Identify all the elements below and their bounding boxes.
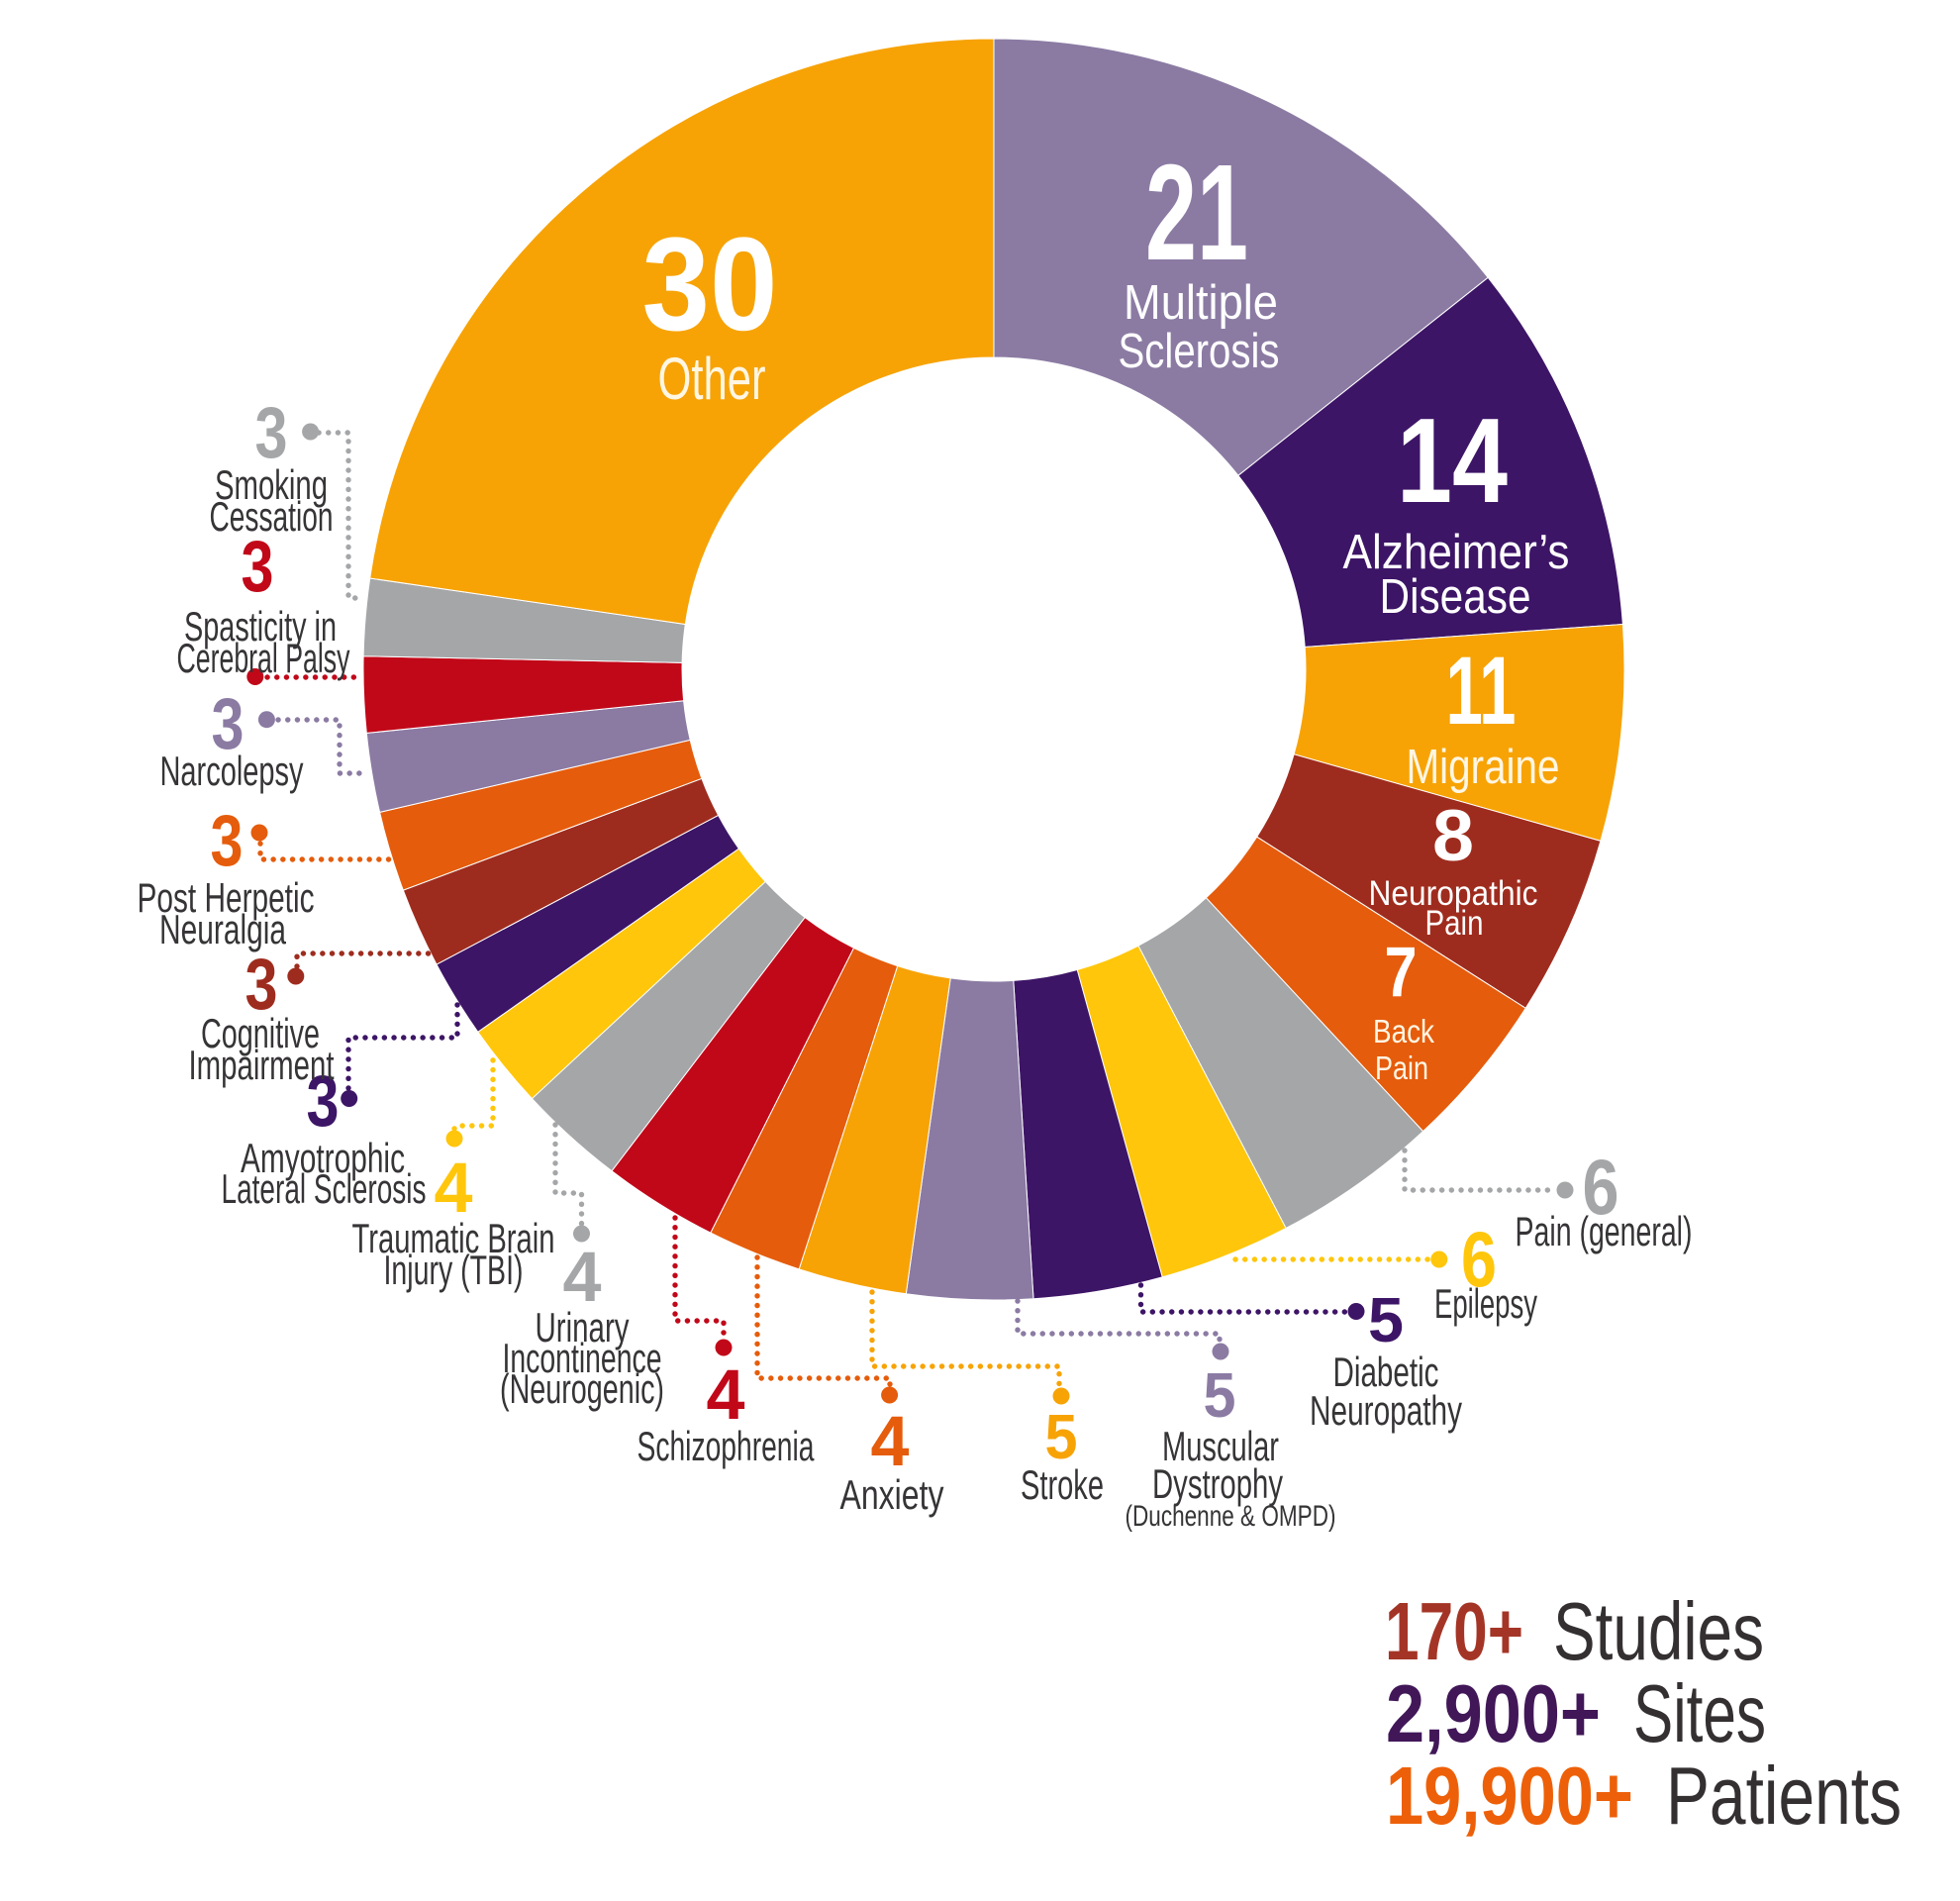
- svg-text:4: 4: [563, 1239, 602, 1317]
- svg-text:21: 21: [1145, 137, 1248, 289]
- svg-text:19,900+: 19,900+: [1386, 1750, 1633, 1842]
- svg-text:Back: Back: [1373, 1013, 1434, 1050]
- svg-text:3: 3: [245, 945, 278, 1025]
- svg-text:Neuropathic: Neuropathic: [1369, 874, 1538, 913]
- svg-text:6: 6: [1461, 1215, 1497, 1303]
- svg-text:Migraine: Migraine: [1407, 741, 1560, 794]
- svg-text:Amyotrophic: Amyotrophic: [241, 1135, 405, 1181]
- svg-text:30: 30: [642, 211, 778, 358]
- svg-text:Narcolepsy: Narcolepsy: [160, 748, 304, 794]
- svg-text:Anxiety: Anxiety: [840, 1471, 944, 1518]
- svg-text:Urinary: Urinary: [536, 1304, 630, 1351]
- svg-text:Stroke: Stroke: [1021, 1461, 1104, 1508]
- svg-text:Diabetic: Diabetic: [1333, 1349, 1439, 1395]
- svg-text:Sites: Sites: [1633, 1667, 1766, 1759]
- svg-text:Cognitive: Cognitive: [201, 1010, 320, 1056]
- svg-text:Injury (TBI): Injury (TBI): [384, 1247, 524, 1293]
- svg-text:4: 4: [871, 1403, 910, 1481]
- svg-text:Spasticity in: Spasticity in: [184, 603, 337, 650]
- svg-text:Multiple: Multiple: [1124, 276, 1278, 330]
- svg-text:6: 6: [1583, 1143, 1619, 1231]
- svg-text:7: 7: [1385, 934, 1418, 1012]
- svg-text:4: 4: [707, 1356, 745, 1435]
- svg-text:Lateral Sclerosis: Lateral Sclerosis: [222, 1165, 427, 1212]
- svg-text:Pain: Pain: [1425, 904, 1484, 943]
- svg-text:Neuropathy: Neuropathy: [1310, 1387, 1462, 1434]
- svg-text:3: 3: [255, 393, 288, 473]
- svg-text:Other: Other: [658, 346, 766, 412]
- svg-text:Muscular: Muscular: [1162, 1423, 1279, 1469]
- svg-text:3: 3: [307, 1061, 340, 1142]
- svg-text:Disease: Disease: [1380, 570, 1531, 624]
- svg-text:2,900+: 2,900+: [1386, 1667, 1601, 1759]
- svg-text:Cessation: Cessation: [210, 493, 334, 540]
- svg-text:Pain: Pain: [1375, 1050, 1428, 1086]
- svg-text:Post Herpetic: Post Herpetic: [138, 874, 315, 921]
- svg-text:3: 3: [211, 801, 244, 881]
- svg-text:170+: 170+: [1385, 1585, 1523, 1677]
- svg-text:4: 4: [435, 1150, 473, 1228]
- svg-text:Alzheimer’s: Alzheimer’s: [1343, 526, 1570, 579]
- svg-text:Epilepsy: Epilepsy: [1434, 1280, 1537, 1327]
- svg-text:14: 14: [1397, 393, 1508, 528]
- svg-text:Sclerosis: Sclerosis: [1119, 325, 1280, 378]
- svg-text:Patients: Patients: [1666, 1750, 1902, 1842]
- svg-text:3: 3: [212, 684, 245, 764]
- svg-text:Schizophrenia: Schizophrenia: [637, 1423, 815, 1469]
- svg-text:Studies: Studies: [1553, 1585, 1764, 1677]
- svg-text:5: 5: [1204, 1359, 1236, 1431]
- svg-text:3: 3: [242, 527, 274, 607]
- svg-text:Dystrophy: Dystrophy: [1152, 1460, 1283, 1507]
- svg-text:5: 5: [1045, 1401, 1078, 1472]
- svg-text:Pain (general): Pain (general): [1516, 1208, 1693, 1254]
- svg-text:Incontinence: Incontinence: [503, 1335, 662, 1381]
- svg-text:(Neurogenic): (Neurogenic): [500, 1365, 664, 1412]
- svg-text:Traumatic Brain: Traumatic Brain: [352, 1215, 555, 1261]
- svg-text:11: 11: [1446, 637, 1517, 745]
- svg-text:5: 5: [1368, 1284, 1404, 1355]
- svg-text:(Duchenne & OMPD): (Duchenne & OMPD): [1126, 1500, 1336, 1533]
- svg-text:Neuralgia: Neuralgia: [159, 906, 286, 952]
- svg-text:8: 8: [1432, 796, 1474, 876]
- svg-text:Smoking: Smoking: [215, 461, 328, 508]
- svg-text:Impairment: Impairment: [189, 1042, 335, 1088]
- svg-text:Cerebral Palsy: Cerebral Palsy: [177, 635, 350, 681]
